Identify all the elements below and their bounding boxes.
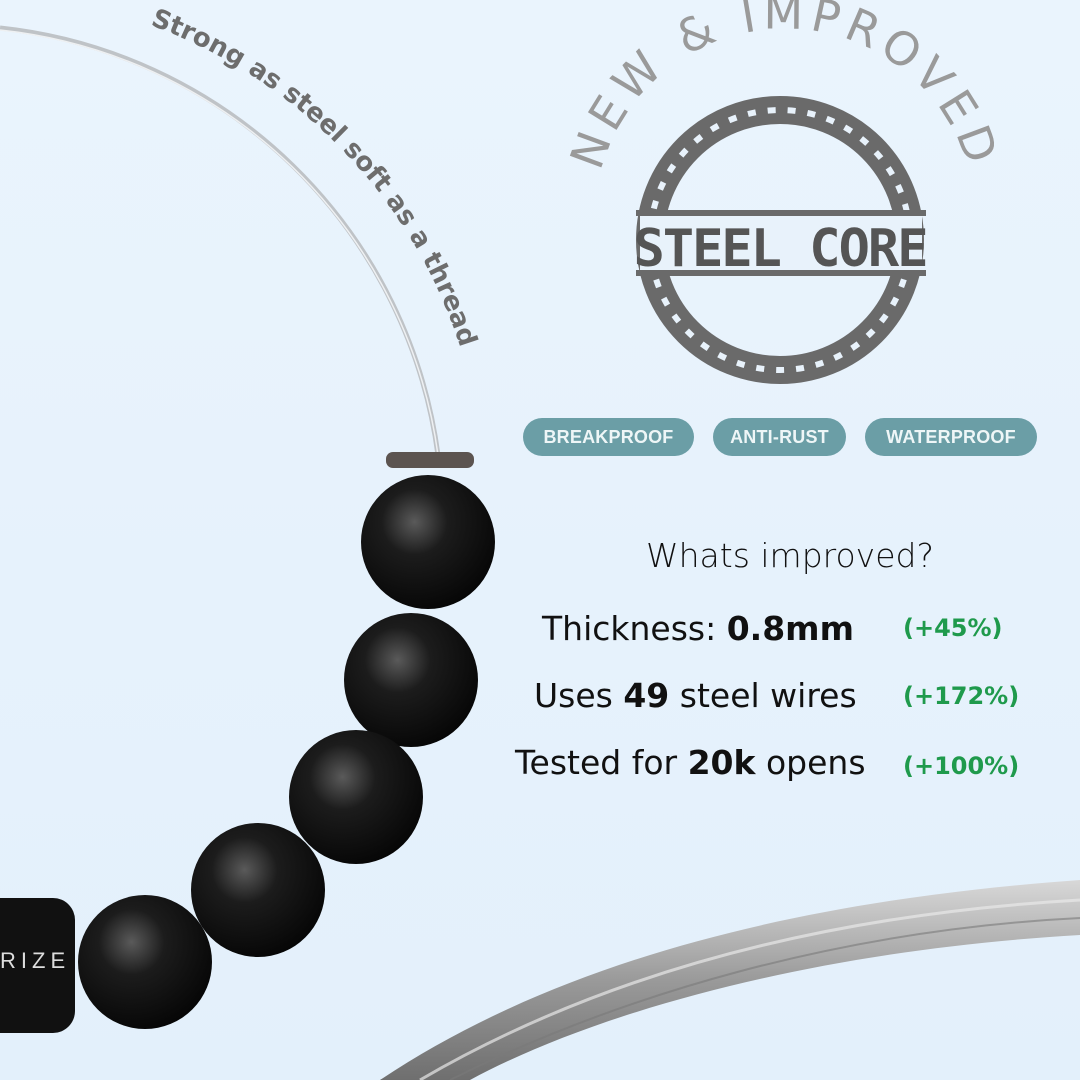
change-wires: (+172%) <box>903 682 1020 710</box>
row-suffix: opens <box>755 743 866 782</box>
clasp <box>0 898 75 1033</box>
bead <box>78 895 212 1029</box>
cable-highlight <box>419 898 1080 1080</box>
tagline: Strong as steel soft as a thread <box>147 3 482 350</box>
pill-breakproof: BREAKPROOF <box>523 418 694 456</box>
row-value: 20k <box>687 743 756 782</box>
thick-cable <box>380 880 1080 1080</box>
steel-core-badge: NEW & IMPROVED STEEL CORE <box>559 0 1010 384</box>
tagline-text: Strong as steel soft as a thread <box>147 3 482 350</box>
improvements-title: Whats improved? <box>646 536 934 575</box>
badge-band-bottom-line <box>636 270 926 276</box>
bead <box>289 730 423 864</box>
steel-wire-highlight <box>0 29 439 456</box>
bead <box>361 475 495 609</box>
badge-text: STEEL CORE <box>633 219 926 279</box>
row-label: Tested for <box>515 743 688 782</box>
improvement-row-wires: Uses 49 steel wires <box>534 676 857 715</box>
change-opens: (+100%) <box>903 752 1020 780</box>
pill-waterproof: WATERPROOF <box>865 418 1037 456</box>
improvement-row-thickness: Thickness: 0.8mm <box>542 609 854 648</box>
change-thickness: (+45%) <box>903 614 1003 642</box>
badge-arc-label: NEW & IMPROVED <box>559 0 1004 175</box>
row-suffix: steel wires <box>669 676 857 715</box>
badge-band-top-line <box>636 210 926 216</box>
improvement-row-opens: Tested for 20k opens <box>515 743 866 782</box>
row-value: 0.8mm <box>726 609 854 648</box>
row-label: Thickness: <box>542 609 727 648</box>
badge-arc-text: NEW & IMPROVED <box>559 0 1010 175</box>
end-cap <box>386 452 474 468</box>
bead <box>191 823 325 957</box>
row-label: Uses <box>534 676 624 715</box>
bead <box>344 613 478 747</box>
beads <box>78 475 495 1029</box>
row-value: 49 <box>623 676 670 715</box>
steel-wire <box>0 25 441 456</box>
cable-shadow <box>449 917 1080 1080</box>
clasp-brand: RIZE <box>0 948 71 973</box>
pill-anti-rust: ANTI-RUST <box>713 418 846 456</box>
badge-band <box>640 215 922 271</box>
